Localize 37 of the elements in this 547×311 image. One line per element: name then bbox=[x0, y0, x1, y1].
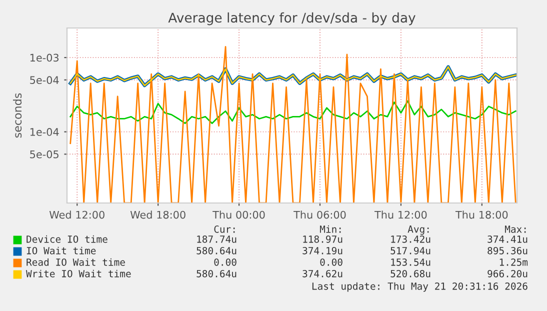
text: 118.97u bbox=[303, 235, 342, 243]
text: 895.36u bbox=[488, 246, 528, 254]
legend-label: Read IO Wait time bbox=[26, 258, 125, 266]
text: 0.00 bbox=[214, 258, 236, 266]
x-tick-label: Thu 06:00 bbox=[294, 210, 346, 219]
text: 580.64u bbox=[196, 270, 236, 278]
x-tick-label: Thu 00:00 bbox=[212, 210, 265, 219]
x-tick-label: Thu 12:00 bbox=[374, 210, 427, 219]
y-tick-label: 5e-05 bbox=[30, 150, 58, 158]
text: Min: bbox=[320, 225, 341, 233]
text: 0.00 bbox=[320, 258, 342, 266]
text: 374.19u bbox=[302, 246, 342, 254]
x-tick-label: Thu 18:00 bbox=[455, 210, 508, 219]
text: 517.94u bbox=[390, 246, 430, 254]
text: 374.41u bbox=[488, 235, 528, 243]
text: 966.20u bbox=[488, 270, 528, 278]
text: 153.54u bbox=[391, 258, 430, 266]
y-tick-label: 1e-04 bbox=[30, 128, 59, 136]
text: Cur: bbox=[214, 225, 235, 233]
x-tick-label: Wed 18:00 bbox=[130, 210, 186, 219]
text: 520.68u bbox=[390, 270, 430, 278]
legend-label: Device IO time bbox=[26, 235, 108, 243]
text: 580.64u bbox=[196, 246, 236, 254]
legend-label: Write IO Wait time bbox=[26, 270, 131, 278]
text: 1.25m bbox=[500, 258, 528, 266]
legend-label: IO Wait time bbox=[26, 246, 96, 254]
y-tick-label: 1e-03 bbox=[30, 54, 59, 62]
y-tick-label: 5e-04 bbox=[30, 76, 59, 84]
text: 374.62u bbox=[302, 270, 342, 278]
y-axis-title: seconds bbox=[13, 93, 22, 138]
chart-title: Average latency for /dev/sda - by day bbox=[168, 12, 416, 26]
text: Last update: Thu May 21 20:31:16 2026 bbox=[312, 282, 528, 292]
text: 173.42u bbox=[391, 235, 430, 243]
text: 187.74u bbox=[197, 235, 236, 243]
x-tick-label: Wed 12:00 bbox=[49, 210, 104, 219]
text: Max: bbox=[504, 226, 526, 233]
text: Avg: bbox=[408, 226, 429, 235]
